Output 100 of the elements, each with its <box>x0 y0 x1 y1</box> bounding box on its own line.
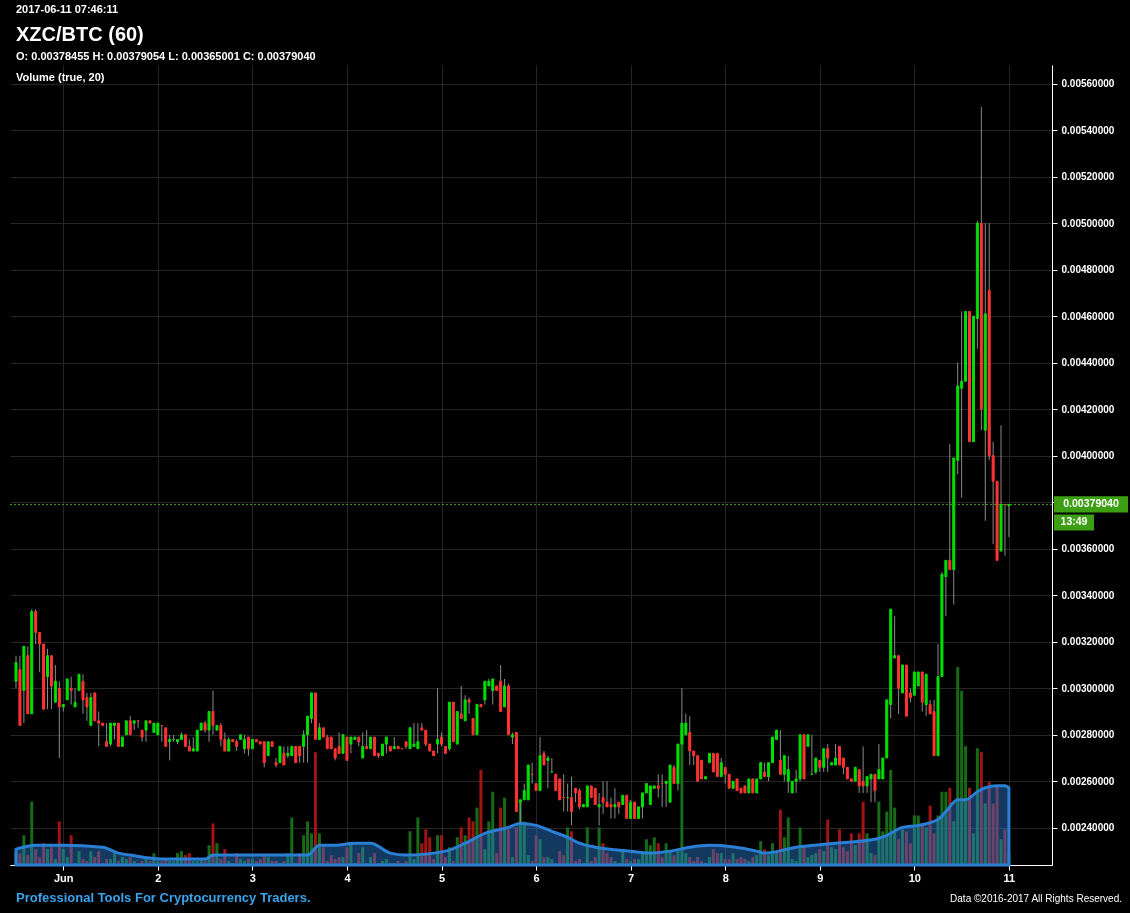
chart-title: XZC/BTC (60) <box>16 23 144 45</box>
bar <box>239 859 243 865</box>
bar <box>751 857 755 865</box>
y-tick-label: 0.00420000 <box>1061 403 1115 415</box>
bar <box>715 853 719 865</box>
bar <box>144 859 148 865</box>
candlestick <box>57 680 61 759</box>
bar <box>81 859 85 865</box>
bar <box>507 829 511 865</box>
bar <box>656 843 660 865</box>
bar <box>510 857 514 865</box>
x-tick-label: 4 <box>344 871 352 884</box>
text: 2017-06-11 07:46:11 <box>16 3 119 15</box>
candlestick <box>349 736 353 754</box>
bar <box>633 859 637 865</box>
candlestick <box>491 678 495 706</box>
candlestick <box>629 799 633 819</box>
candlestick <box>585 785 589 808</box>
x-tick-label: Jun <box>53 871 74 884</box>
bar <box>711 849 715 865</box>
bar <box>786 817 790 865</box>
candlestick <box>711 752 715 773</box>
bar <box>97 851 101 865</box>
bar <box>735 859 739 865</box>
bar <box>479 769 483 865</box>
bar <box>731 853 735 865</box>
bar <box>408 831 412 865</box>
bar <box>743 859 747 865</box>
candlestick <box>688 715 692 766</box>
bar <box>593 857 597 865</box>
bar <box>321 847 325 865</box>
bar <box>373 853 377 865</box>
bar <box>187 853 191 865</box>
bar <box>183 855 187 865</box>
candlestick <box>503 678 507 708</box>
bar <box>968 787 972 865</box>
candlestick <box>558 778 562 801</box>
bar <box>810 855 814 865</box>
bar <box>853 845 857 865</box>
bar <box>814 853 818 865</box>
candlestick <box>282 745 286 766</box>
bar <box>270 861 274 865</box>
candlestick <box>873 773 877 803</box>
bar <box>822 851 826 865</box>
candlestick <box>243 734 247 754</box>
bar <box>948 787 952 865</box>
candlestick <box>164 727 168 747</box>
candlestick <box>609 797 613 819</box>
bar <box>920 825 924 865</box>
bar <box>826 819 830 865</box>
candlestick <box>105 722 109 747</box>
bar <box>719 853 723 865</box>
bar <box>61 849 65 865</box>
bar <box>688 857 692 865</box>
bar <box>707 857 711 865</box>
bar <box>664 843 668 865</box>
bar <box>246 859 250 865</box>
bar <box>672 855 676 865</box>
chart-title: Volume (true, 20) <box>16 71 105 83</box>
bar <box>471 821 475 865</box>
bar <box>865 833 869 865</box>
candlestick <box>262 741 266 768</box>
candlestick <box>416 722 420 750</box>
bar <box>861 801 865 865</box>
bar <box>613 861 617 865</box>
bar <box>451 861 455 865</box>
bar <box>873 855 877 865</box>
candlestick <box>365 729 369 750</box>
candlestick <box>550 757 554 773</box>
bar <box>116 861 120 865</box>
bar <box>759 841 763 865</box>
bar <box>380 861 384 865</box>
bar <box>692 861 696 865</box>
bar <box>455 837 459 865</box>
x-tick-label: 10 <box>908 871 921 884</box>
bar <box>585 827 589 865</box>
candlestick <box>345 736 349 761</box>
bar <box>802 845 806 865</box>
bar <box>956 667 960 865</box>
bar <box>53 859 57 865</box>
y-tick-label: 0.00480000 <box>1061 264 1115 276</box>
candlestick <box>286 745 290 759</box>
candlestick <box>719 757 723 778</box>
bar <box>550 859 554 865</box>
bar <box>341 857 345 865</box>
bar <box>763 849 767 865</box>
bar <box>463 835 467 865</box>
text: Professional Tools For Cryptocurrency Traders. <box>16 890 311 905</box>
bar <box>830 847 834 865</box>
x-tick-label: 6 <box>533 871 540 884</box>
x-tick-label: 7 <box>628 871 635 884</box>
candlestick <box>69 676 73 706</box>
bar <box>57 821 61 865</box>
bar <box>597 827 601 865</box>
candlestick <box>412 722 416 747</box>
bar <box>203 861 207 865</box>
text: 13:49 <box>1060 515 1088 528</box>
candlestick <box>467 697 471 715</box>
candlestick <box>546 755 550 789</box>
candlestick <box>778 729 782 775</box>
